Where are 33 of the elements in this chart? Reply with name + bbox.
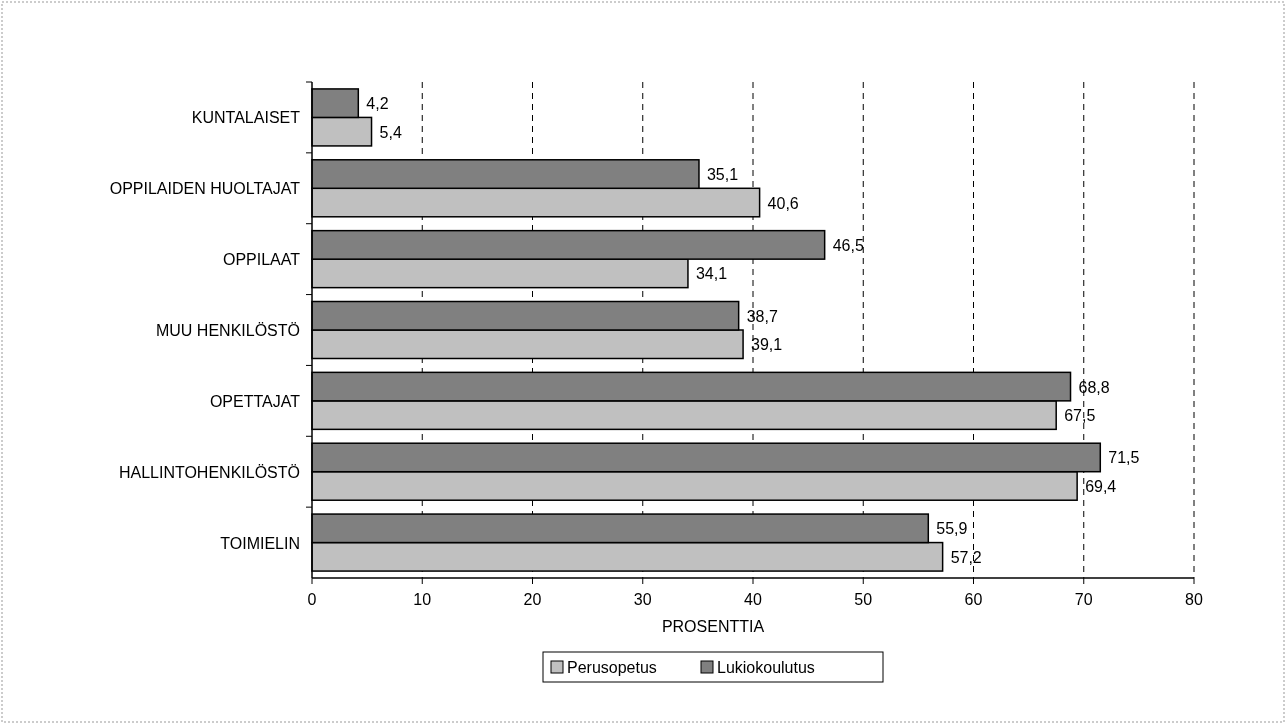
x-tick-label: 80 bbox=[1185, 591, 1203, 608]
x-tick-label: 70 bbox=[1074, 591, 1093, 608]
data-label: 71,5 bbox=[1108, 449, 1140, 467]
data-label: 67,5 bbox=[1064, 407, 1096, 425]
legend-label: Lukiokoulutus bbox=[717, 659, 815, 676]
y-tick-label: OPPILAIDEN HUOLTAJAT bbox=[109, 180, 301, 198]
data-label: 38,7 bbox=[746, 307, 778, 325]
x-tick-label: 50 bbox=[854, 591, 873, 608]
data-label: 46,5 bbox=[832, 236, 864, 254]
data-label: 69,4 bbox=[1085, 477, 1117, 495]
data-label: 39,1 bbox=[751, 336, 783, 354]
y-tick-label: TOIMIELIN bbox=[220, 534, 300, 552]
data-label: 5,4 bbox=[379, 123, 402, 141]
legend-label: Perusopetus bbox=[567, 659, 657, 676]
data-label: 68,8 bbox=[1078, 378, 1110, 396]
x-tick-label: 60 bbox=[964, 591, 983, 608]
y-tick-label: OPPILAAT bbox=[222, 251, 301, 269]
x-tick-label: 30 bbox=[633, 591, 652, 608]
data-label: 4,2 bbox=[366, 95, 389, 113]
x-tick-label: 40 bbox=[744, 591, 762, 608]
y-tick-label: KUNTALAISET bbox=[191, 109, 301, 127]
data-label: 40,6 bbox=[767, 194, 799, 212]
x-axis-title: PROSENTTIA bbox=[661, 618, 765, 635]
x-tick-label: 20 bbox=[523, 591, 542, 608]
data-label: 34,1 bbox=[695, 265, 728, 283]
y-tick-label: OPETTAJAT bbox=[209, 392, 301, 410]
data-label: 57,2 bbox=[950, 548, 982, 566]
x-tick-label: 0 bbox=[307, 591, 317, 608]
y-tick-label: HALLINTOHENKILÖSTÖ bbox=[118, 463, 300, 481]
data-label: 55,9 bbox=[936, 520, 968, 538]
y-tick-label: MUU HENKILÖSTÖ bbox=[155, 322, 300, 339]
x-tick-label: 10 bbox=[413, 591, 432, 608]
data-label: 35,1 bbox=[706, 166, 739, 184]
